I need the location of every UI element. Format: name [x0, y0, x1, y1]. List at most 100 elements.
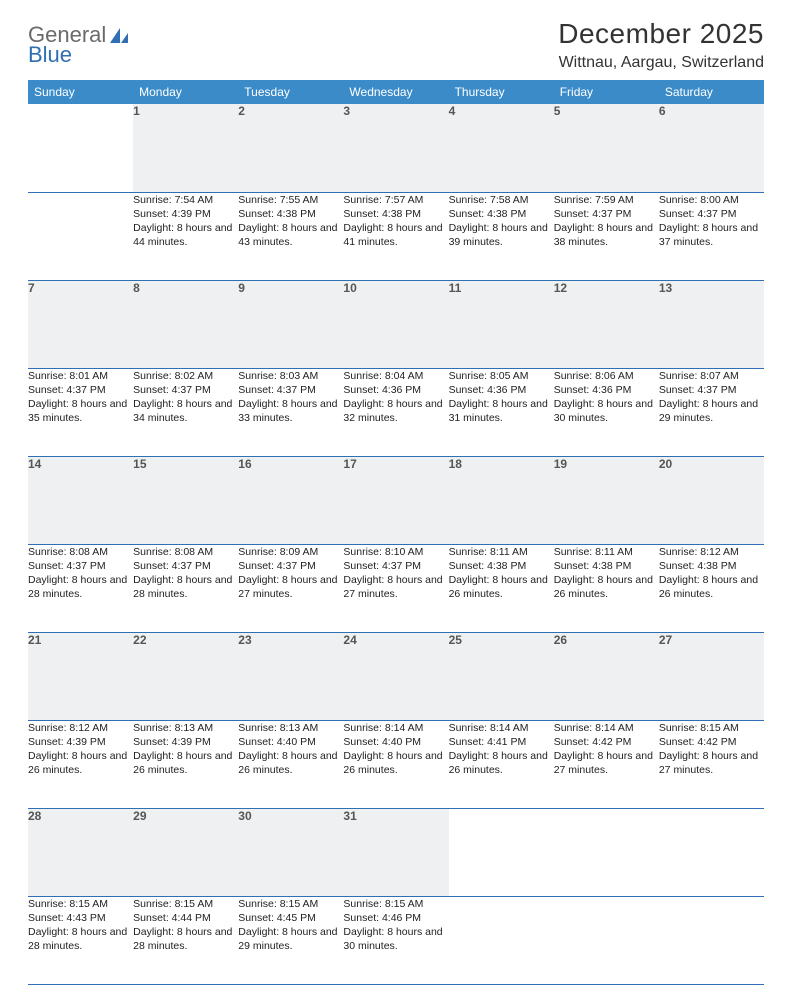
day-cell: Sunrise: 8:12 AMSunset: 4:38 PMDaylight:…: [659, 544, 764, 632]
day-cell: Sunrise: 8:08 AMSunset: 4:37 PMDaylight:…: [133, 544, 238, 632]
day-number: 22: [133, 632, 238, 720]
day-cell: Sunrise: 8:11 AMSunset: 4:38 PMDaylight:…: [554, 544, 659, 632]
sunrise-line: Sunrise: 8:11 AM: [554, 545, 659, 559]
sunset-line: Sunset: 4:37 PM: [133, 383, 238, 397]
day-number: [554, 808, 659, 896]
day-cell: [659, 896, 764, 984]
sunrise-line: Sunrise: 8:08 AM: [28, 545, 133, 559]
day-number: 12: [554, 280, 659, 368]
sunset-line: Sunset: 4:38 PM: [554, 559, 659, 573]
daylight-line: Daylight: 8 hours and 27 minutes.: [238, 573, 343, 601]
daylight-line: Daylight: 8 hours and 26 minutes.: [449, 573, 554, 601]
sunrise-line: Sunrise: 8:11 AM: [449, 545, 554, 559]
sunset-line: Sunset: 4:40 PM: [343, 735, 448, 749]
sunrise-line: Sunrise: 8:15 AM: [659, 721, 764, 735]
calendar-body: 123456Sunrise: 7:54 AMSunset: 4:39 PMDay…: [28, 104, 764, 984]
sunrise-line: Sunrise: 8:15 AM: [238, 897, 343, 911]
day-number: 31: [343, 808, 448, 896]
sunset-line: Sunset: 4:36 PM: [554, 383, 659, 397]
day-number: 5: [554, 104, 659, 192]
day-number: 25: [449, 632, 554, 720]
day-cell: Sunrise: 8:15 AMSunset: 4:46 PMDaylight:…: [343, 896, 448, 984]
day-cell: Sunrise: 8:14 AMSunset: 4:40 PMDaylight:…: [343, 720, 448, 808]
daylight-line: Daylight: 8 hours and 28 minutes.: [28, 573, 133, 601]
day-cell: Sunrise: 8:03 AMSunset: 4:37 PMDaylight:…: [238, 368, 343, 456]
day-number-row: 28293031: [28, 808, 764, 896]
page-title: December 2025: [558, 18, 764, 50]
daylight-line: Daylight: 8 hours and 33 minutes.: [238, 397, 343, 425]
sunrise-line: Sunrise: 8:15 AM: [28, 897, 133, 911]
day-cell: [449, 896, 554, 984]
daylight-line: Daylight: 8 hours and 26 minutes.: [343, 749, 448, 777]
sunset-line: Sunset: 4:42 PM: [659, 735, 764, 749]
day-number: [659, 808, 764, 896]
day-content-row: Sunrise: 8:12 AMSunset: 4:39 PMDaylight:…: [28, 720, 764, 808]
day-cell: Sunrise: 8:08 AMSunset: 4:37 PMDaylight:…: [28, 544, 133, 632]
day-number-row: 78910111213: [28, 280, 764, 368]
sunset-line: Sunset: 4:37 PM: [659, 383, 764, 397]
daylight-line: Daylight: 8 hours and 43 minutes.: [238, 221, 343, 249]
sunrise-line: Sunrise: 7:57 AM: [343, 193, 448, 207]
day-number: 19: [554, 456, 659, 544]
day-number-row: 21222324252627: [28, 632, 764, 720]
day-cell: Sunrise: 8:13 AMSunset: 4:40 PMDaylight:…: [238, 720, 343, 808]
sunrise-line: Sunrise: 8:15 AM: [133, 897, 238, 911]
day-number: 27: [659, 632, 764, 720]
sunrise-line: Sunrise: 8:03 AM: [238, 369, 343, 383]
day-number: 4: [449, 104, 554, 192]
sunset-line: Sunset: 4:37 PM: [28, 559, 133, 573]
day-number: 2: [238, 104, 343, 192]
day-cell: Sunrise: 7:57 AMSunset: 4:38 PMDaylight:…: [343, 192, 448, 280]
daylight-line: Daylight: 8 hours and 41 minutes.: [343, 221, 448, 249]
day-number: 16: [238, 456, 343, 544]
daylight-line: Daylight: 8 hours and 28 minutes.: [28, 925, 133, 953]
day-number: 10: [343, 280, 448, 368]
daylight-line: Daylight: 8 hours and 32 minutes.: [343, 397, 448, 425]
sunset-line: Sunset: 4:38 PM: [343, 207, 448, 221]
sunrise-line: Sunrise: 8:12 AM: [659, 545, 764, 559]
sunset-line: Sunset: 4:36 PM: [449, 383, 554, 397]
day-content-row: Sunrise: 8:01 AMSunset: 4:37 PMDaylight:…: [28, 368, 764, 456]
daylight-line: Daylight: 8 hours and 34 minutes.: [133, 397, 238, 425]
day-number: 7: [28, 280, 133, 368]
day-number: 11: [449, 280, 554, 368]
daylight-line: Daylight: 8 hours and 27 minutes.: [554, 749, 659, 777]
weekday-header: Tuesday: [238, 80, 343, 104]
day-cell: Sunrise: 8:10 AMSunset: 4:37 PMDaylight:…: [343, 544, 448, 632]
day-cell: Sunrise: 8:06 AMSunset: 4:36 PMDaylight:…: [554, 368, 659, 456]
sunset-line: Sunset: 4:41 PM: [449, 735, 554, 749]
sunset-line: Sunset: 4:40 PM: [238, 735, 343, 749]
daylight-line: Daylight: 8 hours and 30 minutes.: [343, 925, 448, 953]
day-number: 24: [343, 632, 448, 720]
day-cell: Sunrise: 8:05 AMSunset: 4:36 PMDaylight:…: [449, 368, 554, 456]
logo-sail-icon: [108, 26, 130, 46]
sunset-line: Sunset: 4:37 PM: [238, 559, 343, 573]
sunrise-line: Sunrise: 7:55 AM: [238, 193, 343, 207]
day-cell: Sunrise: 7:59 AMSunset: 4:37 PMDaylight:…: [554, 192, 659, 280]
day-number: 6: [659, 104, 764, 192]
day-cell: Sunrise: 8:13 AMSunset: 4:39 PMDaylight:…: [133, 720, 238, 808]
day-number: 28: [28, 808, 133, 896]
sunset-line: Sunset: 4:42 PM: [554, 735, 659, 749]
day-cell: Sunrise: 8:14 AMSunset: 4:41 PMDaylight:…: [449, 720, 554, 808]
sunrise-line: Sunrise: 8:10 AM: [343, 545, 448, 559]
daylight-line: Daylight: 8 hours and 31 minutes.: [449, 397, 554, 425]
sunrise-line: Sunrise: 8:13 AM: [133, 721, 238, 735]
day-number: 1: [133, 104, 238, 192]
daylight-line: Daylight: 8 hours and 38 minutes.: [554, 221, 659, 249]
sunset-line: Sunset: 4:38 PM: [659, 559, 764, 573]
day-number-row: 14151617181920: [28, 456, 764, 544]
day-number: 13: [659, 280, 764, 368]
weekday-header: Saturday: [659, 80, 764, 104]
sunrise-line: Sunrise: 8:09 AM: [238, 545, 343, 559]
weekday-header: Friday: [554, 80, 659, 104]
day-number-row: 123456: [28, 104, 764, 192]
sunrise-line: Sunrise: 8:15 AM: [343, 897, 448, 911]
day-number: 18: [449, 456, 554, 544]
sunrise-line: Sunrise: 8:14 AM: [554, 721, 659, 735]
day-number: 9: [238, 280, 343, 368]
day-cell: Sunrise: 8:15 AMSunset: 4:45 PMDaylight:…: [238, 896, 343, 984]
day-number: 3: [343, 104, 448, 192]
day-number: 23: [238, 632, 343, 720]
title-block: December 2025 Wittnau, Aargau, Switzerla…: [558, 18, 764, 72]
